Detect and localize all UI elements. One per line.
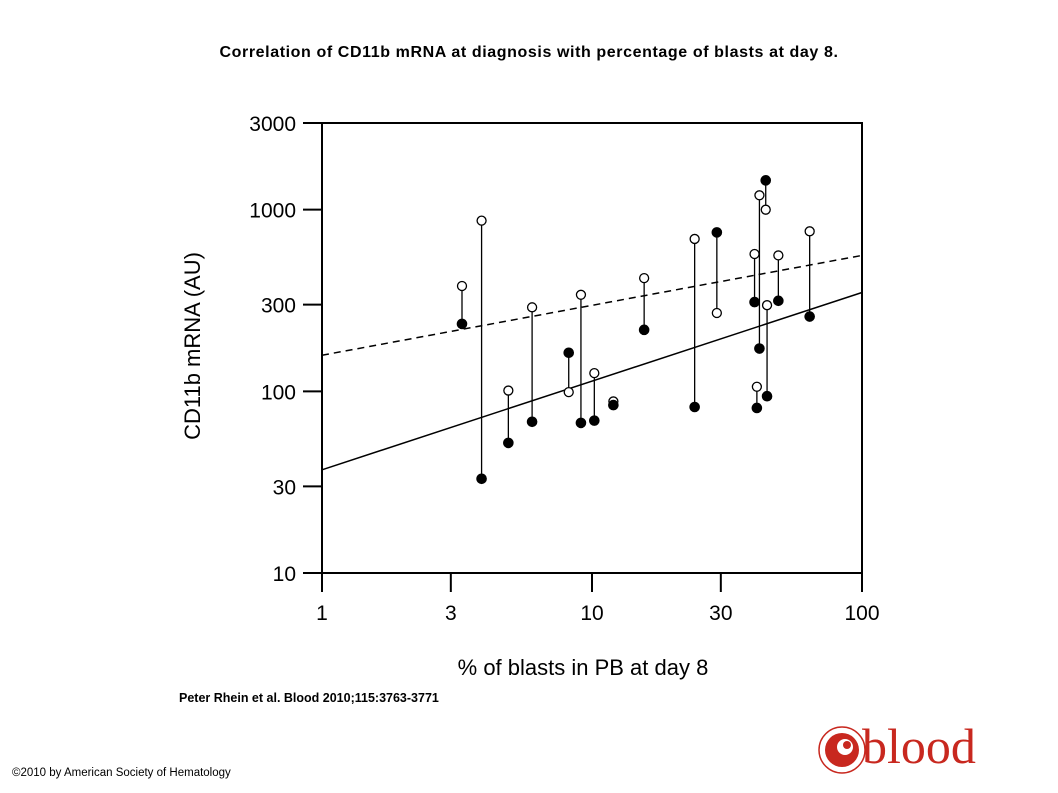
- open-circle-point: [751, 381, 763, 392]
- open-circle-point: [761, 300, 773, 311]
- solid-fit-line: [321, 291, 863, 471]
- y-tick-label: 300: [261, 295, 296, 318]
- open-circle-point: [526, 302, 538, 313]
- open-circle-point: [689, 233, 700, 245]
- open-circle-point: [456, 280, 468, 292]
- filled-circle-point: [456, 318, 468, 330]
- open-circle-point: [589, 367, 600, 379]
- dashed-fit-line: [321, 254, 863, 356]
- filled-circle-point: [589, 415, 600, 426]
- y-tick-label: 100: [261, 381, 296, 404]
- open-circle-point: [754, 190, 765, 201]
- open-circle-point: [804, 226, 815, 237]
- journal-logo-word: blood: [862, 718, 976, 774]
- open-circle-point: [760, 204, 771, 215]
- filled-circle-point: [526, 416, 538, 428]
- open-circle-point: [749, 248, 760, 260]
- filled-circle-point: [689, 401, 700, 413]
- filled-circle-point: [754, 343, 765, 354]
- filled-circle-point: [749, 296, 760, 308]
- y-tick-label: 10: [273, 563, 296, 586]
- x-tick-label: 100: [844, 602, 879, 625]
- figure-title: Correlation of CD11b mRNA at diagnosis w…: [219, 44, 839, 61]
- copyright-notice: ©2010 by American Society of Hematology: [12, 767, 231, 779]
- filled-circle-point: [773, 295, 784, 307]
- y-axis-label: CD11b mRNA (AU): [180, 252, 205, 440]
- filled-circle-point: [476, 473, 487, 485]
- filled-circle-point: [563, 347, 575, 359]
- filled-circle-point: [575, 417, 587, 429]
- x-tick-label: 30: [709, 602, 732, 625]
- open-circle-point: [711, 307, 722, 319]
- filled-circle-point: [711, 227, 723, 238]
- blood-journal-seal-icon: [818, 726, 866, 774]
- x-tick-label: 10: [580, 602, 603, 625]
- y-tick-label: 30: [273, 476, 296, 499]
- x-axis-label: % of blasts in PB at day 8: [458, 655, 709, 680]
- open-circle-point: [638, 272, 650, 284]
- filled-circle-point: [804, 311, 815, 322]
- filled-circle-point: [608, 399, 619, 411]
- citation: Peter Rhein et al. Blood 2010;115:3763-3…: [179, 691, 439, 705]
- filled-circle-point: [760, 175, 772, 186]
- filled-circle-point: [761, 390, 773, 402]
- filled-circle-point: [503, 437, 514, 449]
- x-tick-label: 1: [316, 602, 328, 625]
- y-tick-label: 3000: [249, 113, 296, 136]
- y-tick-label: 1000: [249, 200, 296, 223]
- open-circle-point: [476, 215, 487, 226]
- plot-frame: [321, 122, 863, 574]
- open-circle-point: [503, 385, 514, 396]
- open-circle-point: [773, 250, 784, 261]
- open-circle-point: [575, 289, 587, 300]
- open-circle-point: [563, 386, 574, 398]
- filled-circle-point: [638, 324, 650, 336]
- filled-circle-point: [751, 402, 763, 414]
- x-tick-label: 3: [445, 602, 457, 625]
